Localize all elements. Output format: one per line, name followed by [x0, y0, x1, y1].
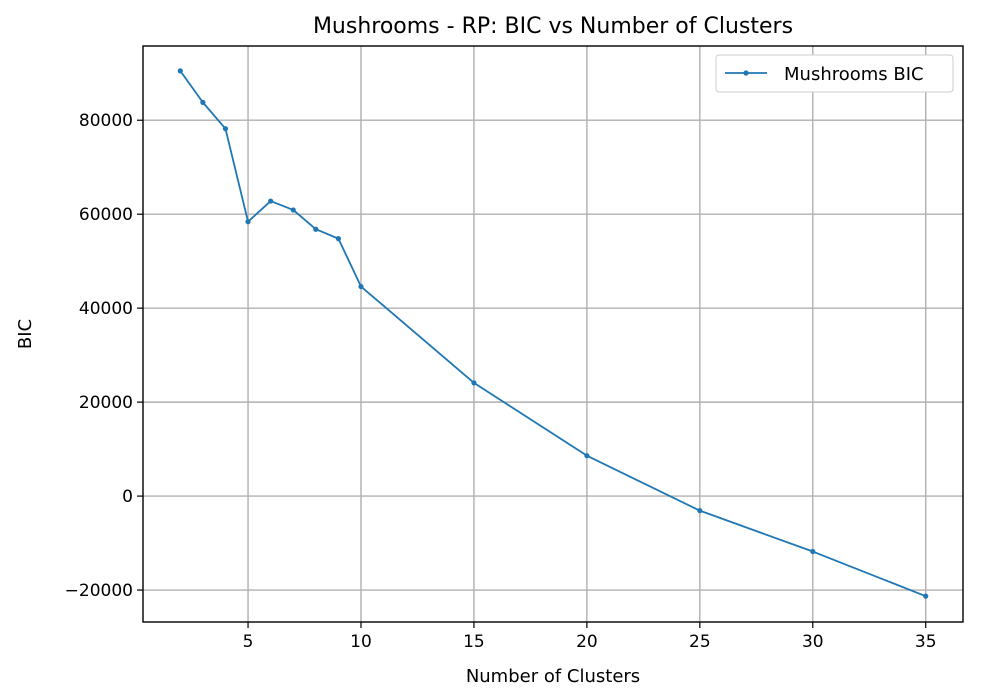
- data-point: [358, 283, 364, 290]
- y-tick-label: 20000: [79, 393, 133, 413]
- data-point: [923, 593, 929, 599]
- data-point: [471, 380, 477, 386]
- x-tick-label: 30: [802, 632, 824, 652]
- grid: [143, 46, 963, 622]
- x-tick-label: 20: [576, 632, 598, 652]
- x-axis-label: Number of Clusters: [466, 666, 640, 687]
- data-point: [177, 68, 183, 74]
- y-tick-label: 40000: [79, 299, 133, 319]
- y-tick-label: 60000: [79, 205, 133, 225]
- data-point: [810, 548, 816, 555]
- data-point: [268, 198, 274, 204]
- plot-area: [143, 46, 963, 622]
- data-point: [222, 126, 229, 132]
- series-line: [179, 70, 927, 597]
- x-tick-label: 25: [689, 632, 711, 652]
- data-point: [245, 219, 251, 225]
- y-tick-label: 80000: [79, 111, 133, 131]
- data-point: [290, 207, 296, 213]
- data-point: [584, 453, 590, 459]
- plot-frame: [142, 45, 964, 623]
- legend-marker: [743, 70, 749, 76]
- legend: Mushrooms BIC: [715, 54, 954, 93]
- data-point: [697, 508, 703, 514]
- series-layer: [177, 68, 929, 599]
- data-point: [200, 99, 206, 105]
- chart-title: Mushrooms - RP: BIC vs Number of Cluster…: [313, 14, 793, 39]
- data-point: [313, 226, 319, 232]
- y-tick-label: −20000: [65, 581, 133, 601]
- data-point: [335, 236, 341, 242]
- x-tick-label: 15: [463, 632, 485, 652]
- legend-label: Mushrooms BIC: [784, 64, 924, 85]
- y-tick-label: 0: [122, 487, 133, 507]
- x-tick-label: 10: [350, 632, 372, 652]
- ticks: 5 10 15 20 25 30 35 −20000 0 20000 40000 60000 80000: [65, 111, 937, 652]
- y-axis-label: BIC: [15, 319, 36, 349]
- x-tick-label: 35: [915, 632, 937, 652]
- legend-box: [715, 54, 954, 93]
- x-tick-label: 5: [243, 632, 254, 652]
